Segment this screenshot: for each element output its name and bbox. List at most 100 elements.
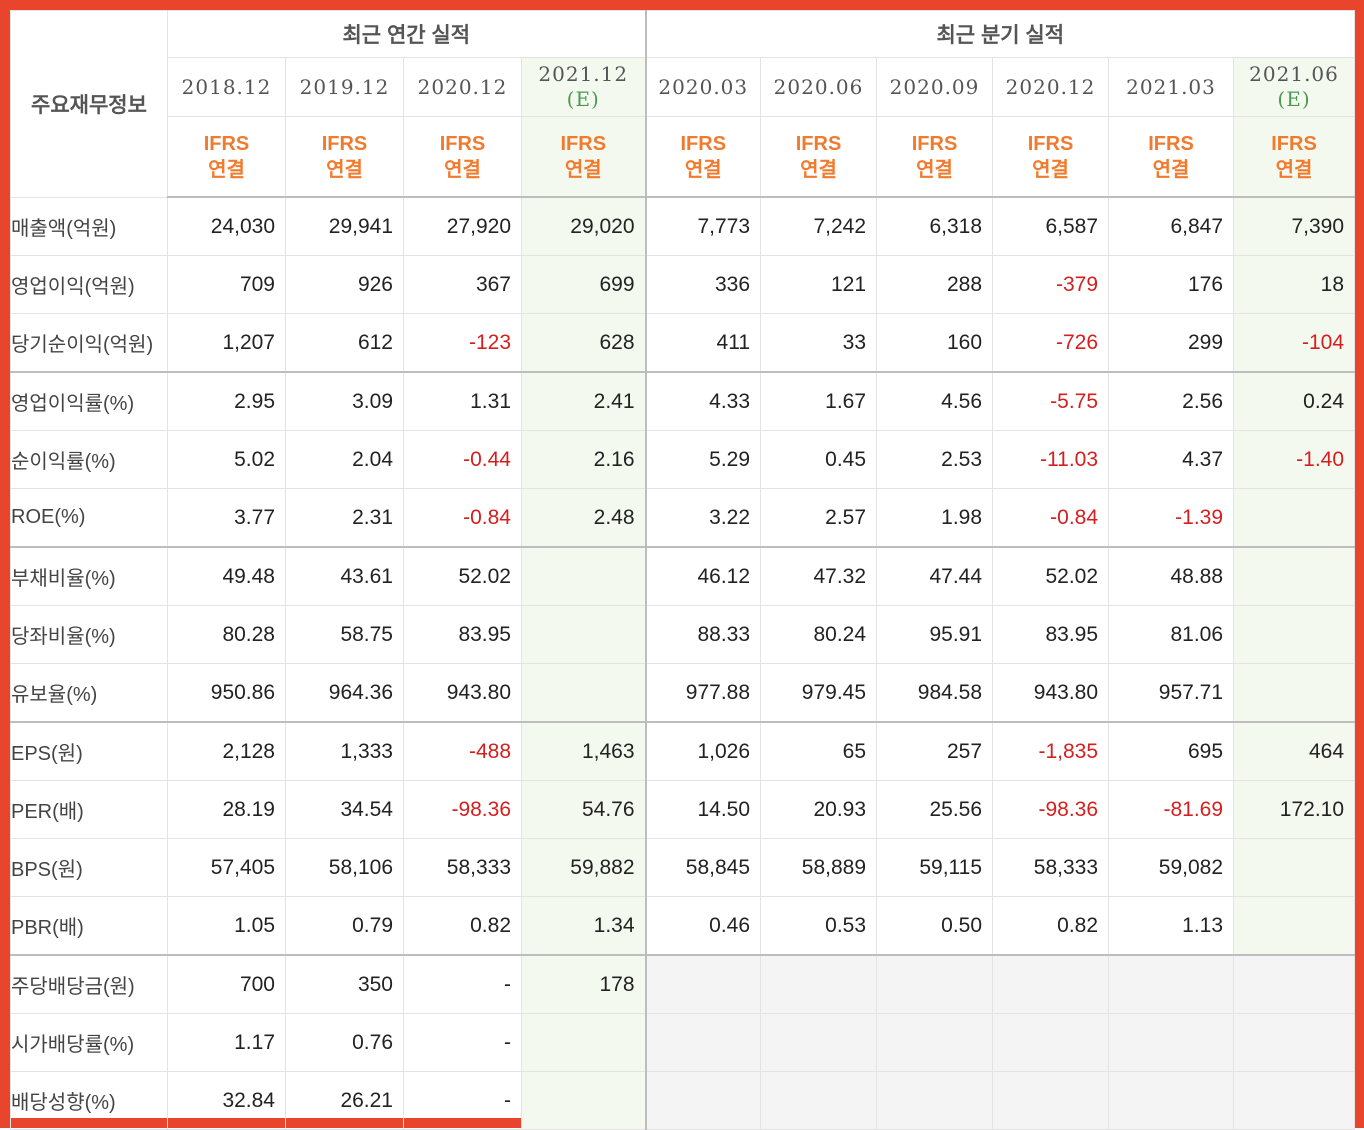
table-cell: 121: [760, 255, 878, 314]
period-header: 2020.09: [876, 57, 994, 117]
table-cell: 27,920: [403, 196, 522, 256]
table-cell: [1233, 488, 1356, 548]
table-row: EPS(원) 2,128 1,333 -488 1,463 1,026 65 257 -1,83…: [10, 721, 1356, 781]
table-cell: 2,128: [167, 721, 286, 781]
consolidated-label: 연결: [564, 158, 602, 181]
table-cell: -98.36: [403, 780, 522, 839]
table-cell: 83.95: [992, 605, 1110, 664]
table-cell: 4.56: [876, 371, 994, 431]
table-cell: 0.82: [403, 896, 522, 956]
table-cell: 58,106: [285, 838, 404, 897]
table-cell: -: [403, 1071, 522, 1130]
row-label: 매출액(억원): [10, 196, 168, 256]
table-cell: [644, 954, 762, 1014]
table-cell: [520, 546, 647, 606]
quarterly-section-header: 최근 분기 실적: [644, 10, 1356, 58]
ifrs-label: IFRS: [1271, 132, 1317, 155]
table-cell: 6,318: [876, 196, 994, 256]
table-cell: 0.79: [285, 896, 404, 956]
table-cell: 58,333: [403, 838, 522, 897]
table-cell: 257: [876, 721, 994, 781]
table-cell: [1233, 954, 1356, 1014]
table-cell: [876, 1013, 994, 1072]
table-cell: [760, 954, 878, 1014]
table-cell: 979.45: [760, 663, 878, 723]
row-label: ROE(%): [10, 488, 168, 548]
table-cell: 350: [285, 954, 404, 1014]
table-cell: 5.02: [167, 430, 286, 489]
table-row: 영업이익률(%) 2.95 3.09 1.31 2.41 4.33 1.67 4.56 -5.7…: [10, 371, 1356, 431]
table-cell: 172.10: [1233, 780, 1356, 839]
table-cell: 1.17: [167, 1013, 286, 1072]
period-date: 2020.09: [889, 74, 980, 99]
period-date: 2018.12: [181, 74, 272, 99]
table-cell: 1.13: [1108, 896, 1235, 956]
table-cell: 367: [403, 255, 522, 314]
table-cell: 59,882: [520, 838, 647, 897]
table-cell: 54.76: [520, 780, 647, 839]
table-cell: 88.33: [644, 605, 762, 664]
ifrs-label: IFRS: [1148, 132, 1194, 155]
table-cell: 1.34: [520, 896, 647, 956]
table-cell: 7,242: [760, 196, 878, 256]
table-cell: [1233, 838, 1356, 897]
table-row: 당기순이익(억원) 1,207 612 -123 628 411 33 160 -726 299-…: [10, 313, 1356, 373]
table-cell: 83.95: [403, 605, 522, 664]
table-cell: 43.61: [285, 546, 404, 606]
table-cell: [876, 954, 994, 1014]
table-cell: 695: [1108, 721, 1235, 781]
table-cell: -379: [992, 255, 1110, 314]
table-cell: 1.31: [403, 371, 522, 431]
table-cell: -11.03: [992, 430, 1110, 489]
table-cell: 58,845: [644, 838, 762, 897]
ifrs-header: IFRS 연결: [520, 116, 647, 198]
table-cell: -5.75: [992, 371, 1110, 431]
ifrs-header: IFRS 연결: [876, 116, 994, 198]
table-cell: 411: [644, 313, 762, 373]
table-cell: -0.84: [403, 488, 522, 548]
ifrs-label: IFRS: [560, 132, 607, 155]
table-cell: 1,026: [644, 721, 762, 781]
table-cell: 58,333: [992, 838, 1110, 897]
table-cell: [992, 954, 1110, 1014]
table-cell: [520, 1013, 647, 1072]
table-row: 시가배당률(%) 1.17 0.76-: [10, 1013, 1356, 1072]
table-cell: 14.50: [644, 780, 762, 839]
table-row: 당좌비율(%) 80.28 58.75 83.95 88.33 80.24 95.91 83.…: [10, 605, 1356, 664]
table-cell: 0.24: [1233, 371, 1356, 431]
table-cell: 33: [760, 313, 878, 373]
row-label: 순이익률(%): [10, 430, 168, 489]
table-cell: 2.53: [876, 430, 994, 489]
table-cell: 1.98: [876, 488, 994, 548]
table-cell: [644, 1071, 762, 1130]
table-cell: 49.48: [167, 546, 286, 606]
table-cell: 46.12: [644, 546, 762, 606]
period-header: 2019.12: [285, 57, 404, 117]
ifrs-header: IFRS 연결: [644, 116, 762, 198]
consolidated-label: 연결: [444, 158, 481, 181]
period-header: 2020.06: [760, 57, 878, 117]
corner-header: 주요재무정보: [10, 10, 168, 198]
table-cell: [876, 1071, 994, 1130]
table-cell: 464: [1233, 721, 1356, 781]
table-cell: 699: [520, 255, 647, 314]
table-cell: [1108, 954, 1235, 1014]
row-label: 영업이익(억원): [10, 255, 168, 314]
ifrs-header: IFRS 연결: [403, 116, 522, 198]
table-cell: 1,333: [285, 721, 404, 781]
table-cell: 628: [520, 313, 647, 373]
table-cell: 2.48: [520, 488, 647, 548]
consolidated-label: 연결: [326, 158, 363, 181]
table-cell: 1.67: [760, 371, 878, 431]
ifrs-header: IFRS 연결: [285, 116, 404, 198]
table-cell: 18: [1233, 255, 1356, 314]
ifrs-label: IFRS: [321, 132, 368, 155]
consolidated-label: 연결: [1032, 158, 1069, 181]
table-cell: [520, 663, 647, 723]
table-cell: 1,463: [520, 721, 647, 781]
table-cell: 26.21: [285, 1071, 404, 1130]
table-cell: 58,889: [760, 838, 878, 897]
table-cell: 977.88: [644, 663, 762, 723]
table-cell: 3.22: [644, 488, 762, 548]
table-cell: 3.09: [285, 371, 404, 431]
